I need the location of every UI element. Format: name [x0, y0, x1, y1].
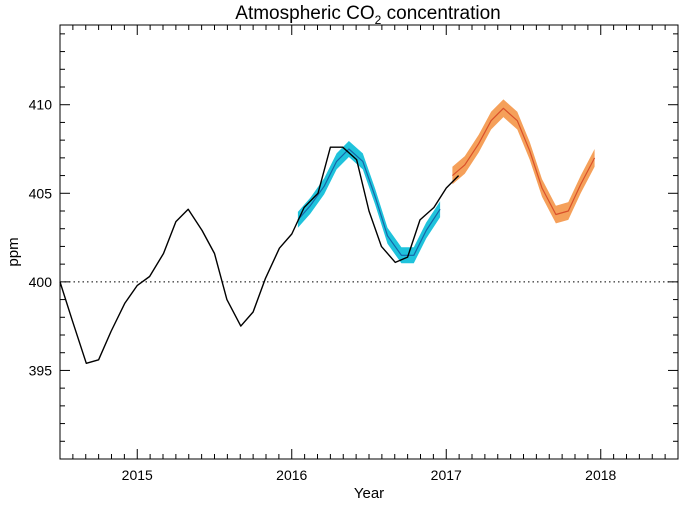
hindcast-series-line — [297, 148, 441, 256]
x-axis: 2015 2016 2017 2018 — [59, 25, 679, 483]
chart-title-subscript: 2 — [375, 13, 382, 27]
forecast-uncertainty-band — [452, 99, 595, 224]
y-tick-label: 405 — [29, 185, 53, 201]
hindcast-uncertainty-band — [297, 141, 441, 264]
x-axis-label: Year — [354, 485, 384, 502]
forecast-series-line — [452, 107, 596, 216]
chart-title-suffix: concentration — [381, 3, 500, 24]
x-tick-label: 2015 — [122, 467, 153, 483]
plot-frame — [59, 24, 679, 460]
y-axis: 395 400 405 410 — [29, 33, 678, 460]
chart-title-prefix: Atmospheric CO — [235, 3, 374, 24]
x-tick-label: 2018 — [585, 467, 616, 483]
y-tick-label: 400 — [29, 274, 53, 290]
y-tick-label: 395 — [29, 362, 53, 378]
x-tick-label: 2017 — [431, 467, 462, 483]
y-axis-label: ppm — [5, 237, 22, 266]
y-tick-label: 410 — [29, 97, 53, 113]
chart-title: Atmospheric CO2 concentration — [235, 3, 500, 27]
plot-area — [59, 99, 678, 364]
observed-series-line — [59, 146, 460, 364]
x-tick-label: 2016 — [276, 467, 307, 483]
